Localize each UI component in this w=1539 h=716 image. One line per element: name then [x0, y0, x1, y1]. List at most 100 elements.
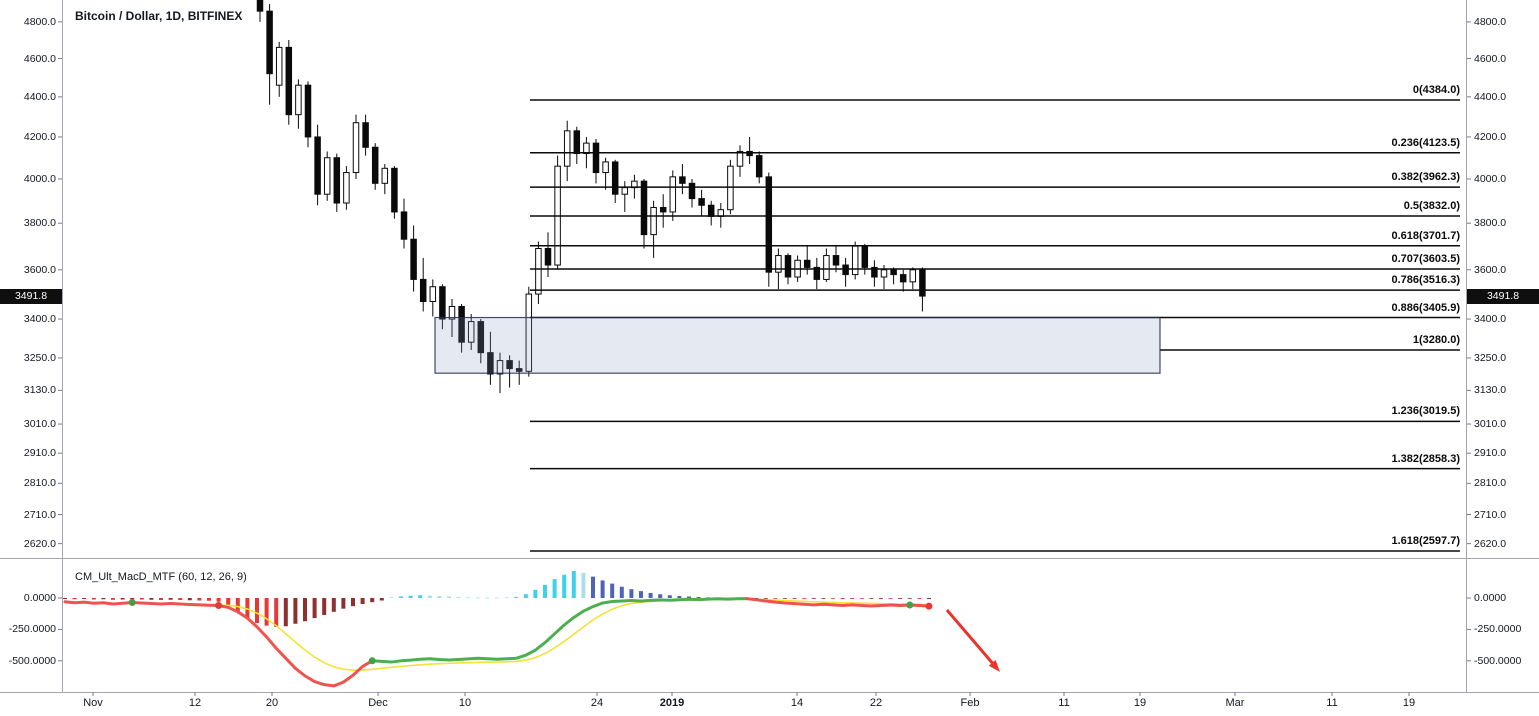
highlight-zone — [434, 316, 1161, 374]
candle-body — [563, 130, 571, 167]
candle-body — [429, 286, 437, 302]
macd-histogram-bar — [831, 598, 835, 599]
candle-body — [391, 167, 398, 213]
price-tick-label: 3130.0 — [1474, 384, 1507, 397]
candle-body — [755, 155, 763, 178]
macd-histogram-bar — [399, 596, 403, 598]
right-price-axis[interactable]: 4800.0 4600.0 4400.0 4200.0 4000.0 3800.0 3600… — [1467, 0, 1539, 692]
macd-histogram-bar — [303, 598, 307, 622]
price-tick-label: 3800.0 — [1474, 217, 1507, 230]
macd-histogram-bar — [696, 596, 701, 598]
candle-body — [707, 204, 715, 217]
macd-histogram-bar — [216, 598, 221, 602]
time-tick-label: Dec — [368, 697, 388, 709]
price-tick-label: 3800.0 — [23, 217, 56, 230]
macd-histogram-bar — [408, 595, 413, 598]
candle-body — [304, 84, 312, 138]
macd-histogram-bar — [639, 591, 643, 598]
left-price-axis[interactable]: 4800.0 4600.0 4400.0 4200.0 4000.0 3800.0 3600… — [0, 0, 62, 692]
candle-body — [439, 286, 446, 320]
macd-histogram-bar — [370, 598, 375, 603]
macd-histogram-bar — [379, 598, 384, 601]
price-tick-label: 3130.0 — [23, 384, 56, 397]
candle-body — [583, 142, 590, 155]
candle-body — [371, 146, 379, 184]
fib-level-label: 0.886(3405.9) — [1391, 301, 1461, 314]
macd-histogram-bar — [456, 596, 461, 598]
fib-level-label: 0.707(3603.5) — [1391, 252, 1461, 265]
price-tick-label: -500.0000 — [8, 654, 56, 667]
price-tick-label: 0.0000 — [1474, 592, 1507, 604]
candle-body — [333, 157, 341, 204]
candle-body — [352, 122, 360, 174]
fib-level-label: 1.618(2597.7) — [1391, 535, 1461, 547]
candle-body — [679, 176, 686, 184]
macd-histogram-bar — [543, 584, 547, 598]
price-tick-label: 4000.0 — [1474, 172, 1507, 185]
macd-histogram-bar — [466, 597, 471, 599]
candle-body — [256, 0, 264, 12]
time-tick-label: Mar — [1225, 697, 1245, 709]
candle-body — [871, 266, 878, 278]
fib-level-label: 1.236(3019.5) — [1391, 405, 1461, 418]
macd-histogram-bar — [111, 598, 115, 600]
macd-histogram-bar — [130, 598, 135, 600]
candle-body — [775, 255, 782, 273]
price-tick-label: 2620.0 — [1474, 537, 1507, 550]
macd-signal-dot — [368, 657, 376, 665]
macd-histogram-bar — [811, 598, 816, 599]
candle-body — [880, 269, 888, 278]
macd-histogram-bar — [235, 598, 240, 612]
candle-body — [611, 161, 619, 195]
macd-histogram-bar — [591, 576, 595, 598]
candle-body — [669, 176, 677, 213]
price-tick-label: 4200.0 — [23, 130, 56, 143]
macd-histogram-bar — [427, 595, 432, 598]
time-axis[interactable]: Nov 12 20 Dec 10 24 2019 14 22 Feb 11 19 Mar 11 19 — [0, 692, 1539, 716]
macd-histogram-bar — [495, 597, 499, 599]
candle-body — [477, 321, 485, 354]
macd-histogram-bar — [869, 598, 874, 599]
price-tick-label: 3250.0 — [1474, 351, 1507, 364]
candle-body — [535, 248, 542, 295]
time-tick-label: 10 — [458, 697, 472, 709]
macd-histogram-bar — [581, 572, 586, 598]
time-tick-label: 2019 — [659, 697, 685, 709]
macd-histogram-bar — [648, 592, 653, 598]
candle-body — [621, 187, 629, 195]
macd-histogram-bar — [514, 596, 519, 598]
macd-histogram-bar — [187, 598, 192, 601]
time-tick-label: Nov — [83, 697, 103, 709]
macd-histogram-bar — [139, 598, 144, 600]
macd-histogram-bar — [850, 598, 855, 599]
macd-histogram-bar — [677, 595, 682, 598]
candle-body — [458, 305, 465, 343]
macd-histogram-bar — [437, 595, 442, 598]
candle-body — [602, 161, 609, 174]
candle-body — [592, 142, 600, 174]
macd-signal-dot — [215, 602, 223, 610]
fib-level-label: 0.382(3962.3) — [1391, 171, 1461, 184]
indicator-title: CM_Ult_MacD_MTF (60, 12, 26, 9) — [75, 571, 247, 583]
macd-histogram-bar — [504, 597, 509, 599]
price-tick-label: 2710.0 — [1474, 508, 1507, 521]
candle-body — [314, 136, 321, 195]
candle-body — [515, 368, 523, 372]
macd-histogram-bar — [783, 598, 787, 599]
macd-histogram-bar — [840, 598, 845, 599]
candle-body — [659, 206, 667, 213]
macd-histogram-bar — [763, 598, 768, 599]
macd-histogram-bar — [197, 598, 202, 601]
macd-histogram-bar — [159, 598, 163, 601]
macd-signal-dot — [128, 599, 136, 607]
candle-body — [400, 211, 408, 240]
macd-histogram-bar — [322, 598, 327, 615]
macd-histogram-bar — [178, 598, 183, 601]
price-tick-label: 4200.0 — [1474, 130, 1507, 143]
macd-histogram-bar — [351, 598, 355, 607]
right-price-badge: 3491.8 — [1467, 288, 1539, 304]
macd-histogram-bar — [888, 598, 893, 599]
candle-body — [323, 157, 331, 195]
macd-histogram-bar — [917, 598, 922, 599]
